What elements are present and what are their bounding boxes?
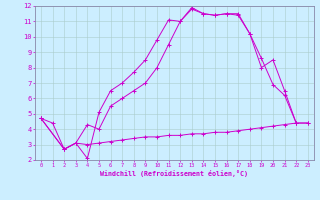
X-axis label: Windchill (Refroidissement éolien,°C): Windchill (Refroidissement éolien,°C) [100, 170, 248, 177]
